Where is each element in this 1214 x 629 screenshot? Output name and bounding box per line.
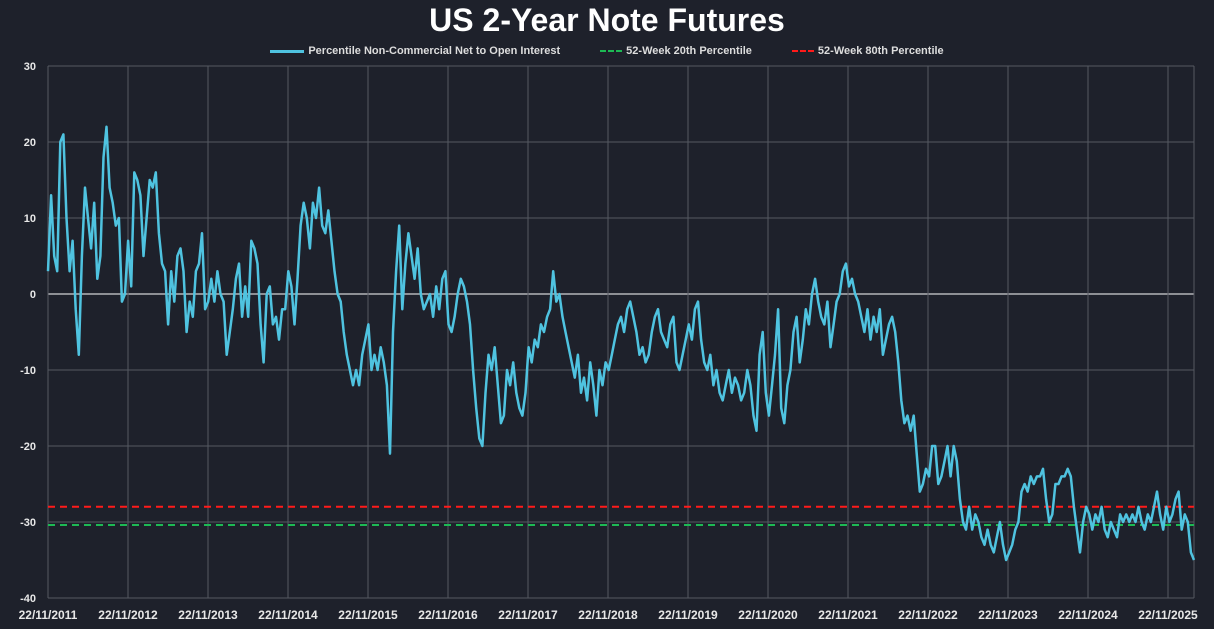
x-tick-label: 22/11/2020 [738,608,798,622]
y-tick-label: -20 [20,441,36,453]
x-tick-label: 22/11/2015 [338,608,398,622]
x-tick-label: 22/11/2018 [578,608,638,622]
x-tick-label: 22/11/2021 [818,608,878,622]
x-tick-label: 22/11/2014 [258,608,318,622]
y-tick-label: -30 [20,517,36,529]
x-tick-label: 22/11/2012 [98,608,158,622]
legend-swatch-red [791,50,814,52]
x-tick-label: 22/11/2019 [658,608,718,622]
y-tick-label: -10 [20,365,36,377]
legend-swatch-solid [270,49,305,53]
legend-label: 52-Week 20th Percentile [626,45,752,57]
percentile-series-line [46,125,1196,562]
x-tick-label: 22/11/2022 [898,608,958,622]
x-tick-label: 22/11/2023 [978,608,1038,622]
legend-label: 52-Week 80th Percentile [817,45,944,57]
x-tick-label: 22/11/2016 [418,608,478,622]
legend-swatch-green [600,50,623,52]
legend-item-80th: 52-Week 80th Percentile [791,45,944,57]
x-tick-label: 22/11/2025 [1138,608,1198,622]
y-tick-label: -40 [20,593,36,605]
legend-item-20th: 52-Week 20th Percentile [600,45,752,57]
legend-item-percentile: Percentile Non-Commercial Net to Open In… [270,45,560,57]
legend: Percentile Non-Commercial Net to Open In… [0,45,1214,57]
x-tick-label: 22/11/2011 [19,608,78,622]
y-tick-label: 0 [30,289,36,301]
y-tick-label: 30 [24,61,36,73]
y-tick-label: 20 [24,137,36,149]
x-tick-label: 22/11/2017 [498,608,558,622]
x-tick-label: 22/11/2013 [178,608,238,622]
y-tick-label: 10 [24,213,36,225]
legend-label: Percentile Non-Commercial Net to Open In… [308,45,561,57]
chart-title: US 2-Year Note Futures [429,2,785,38]
x-tick-label: 22/11/2024 [1058,608,1118,622]
